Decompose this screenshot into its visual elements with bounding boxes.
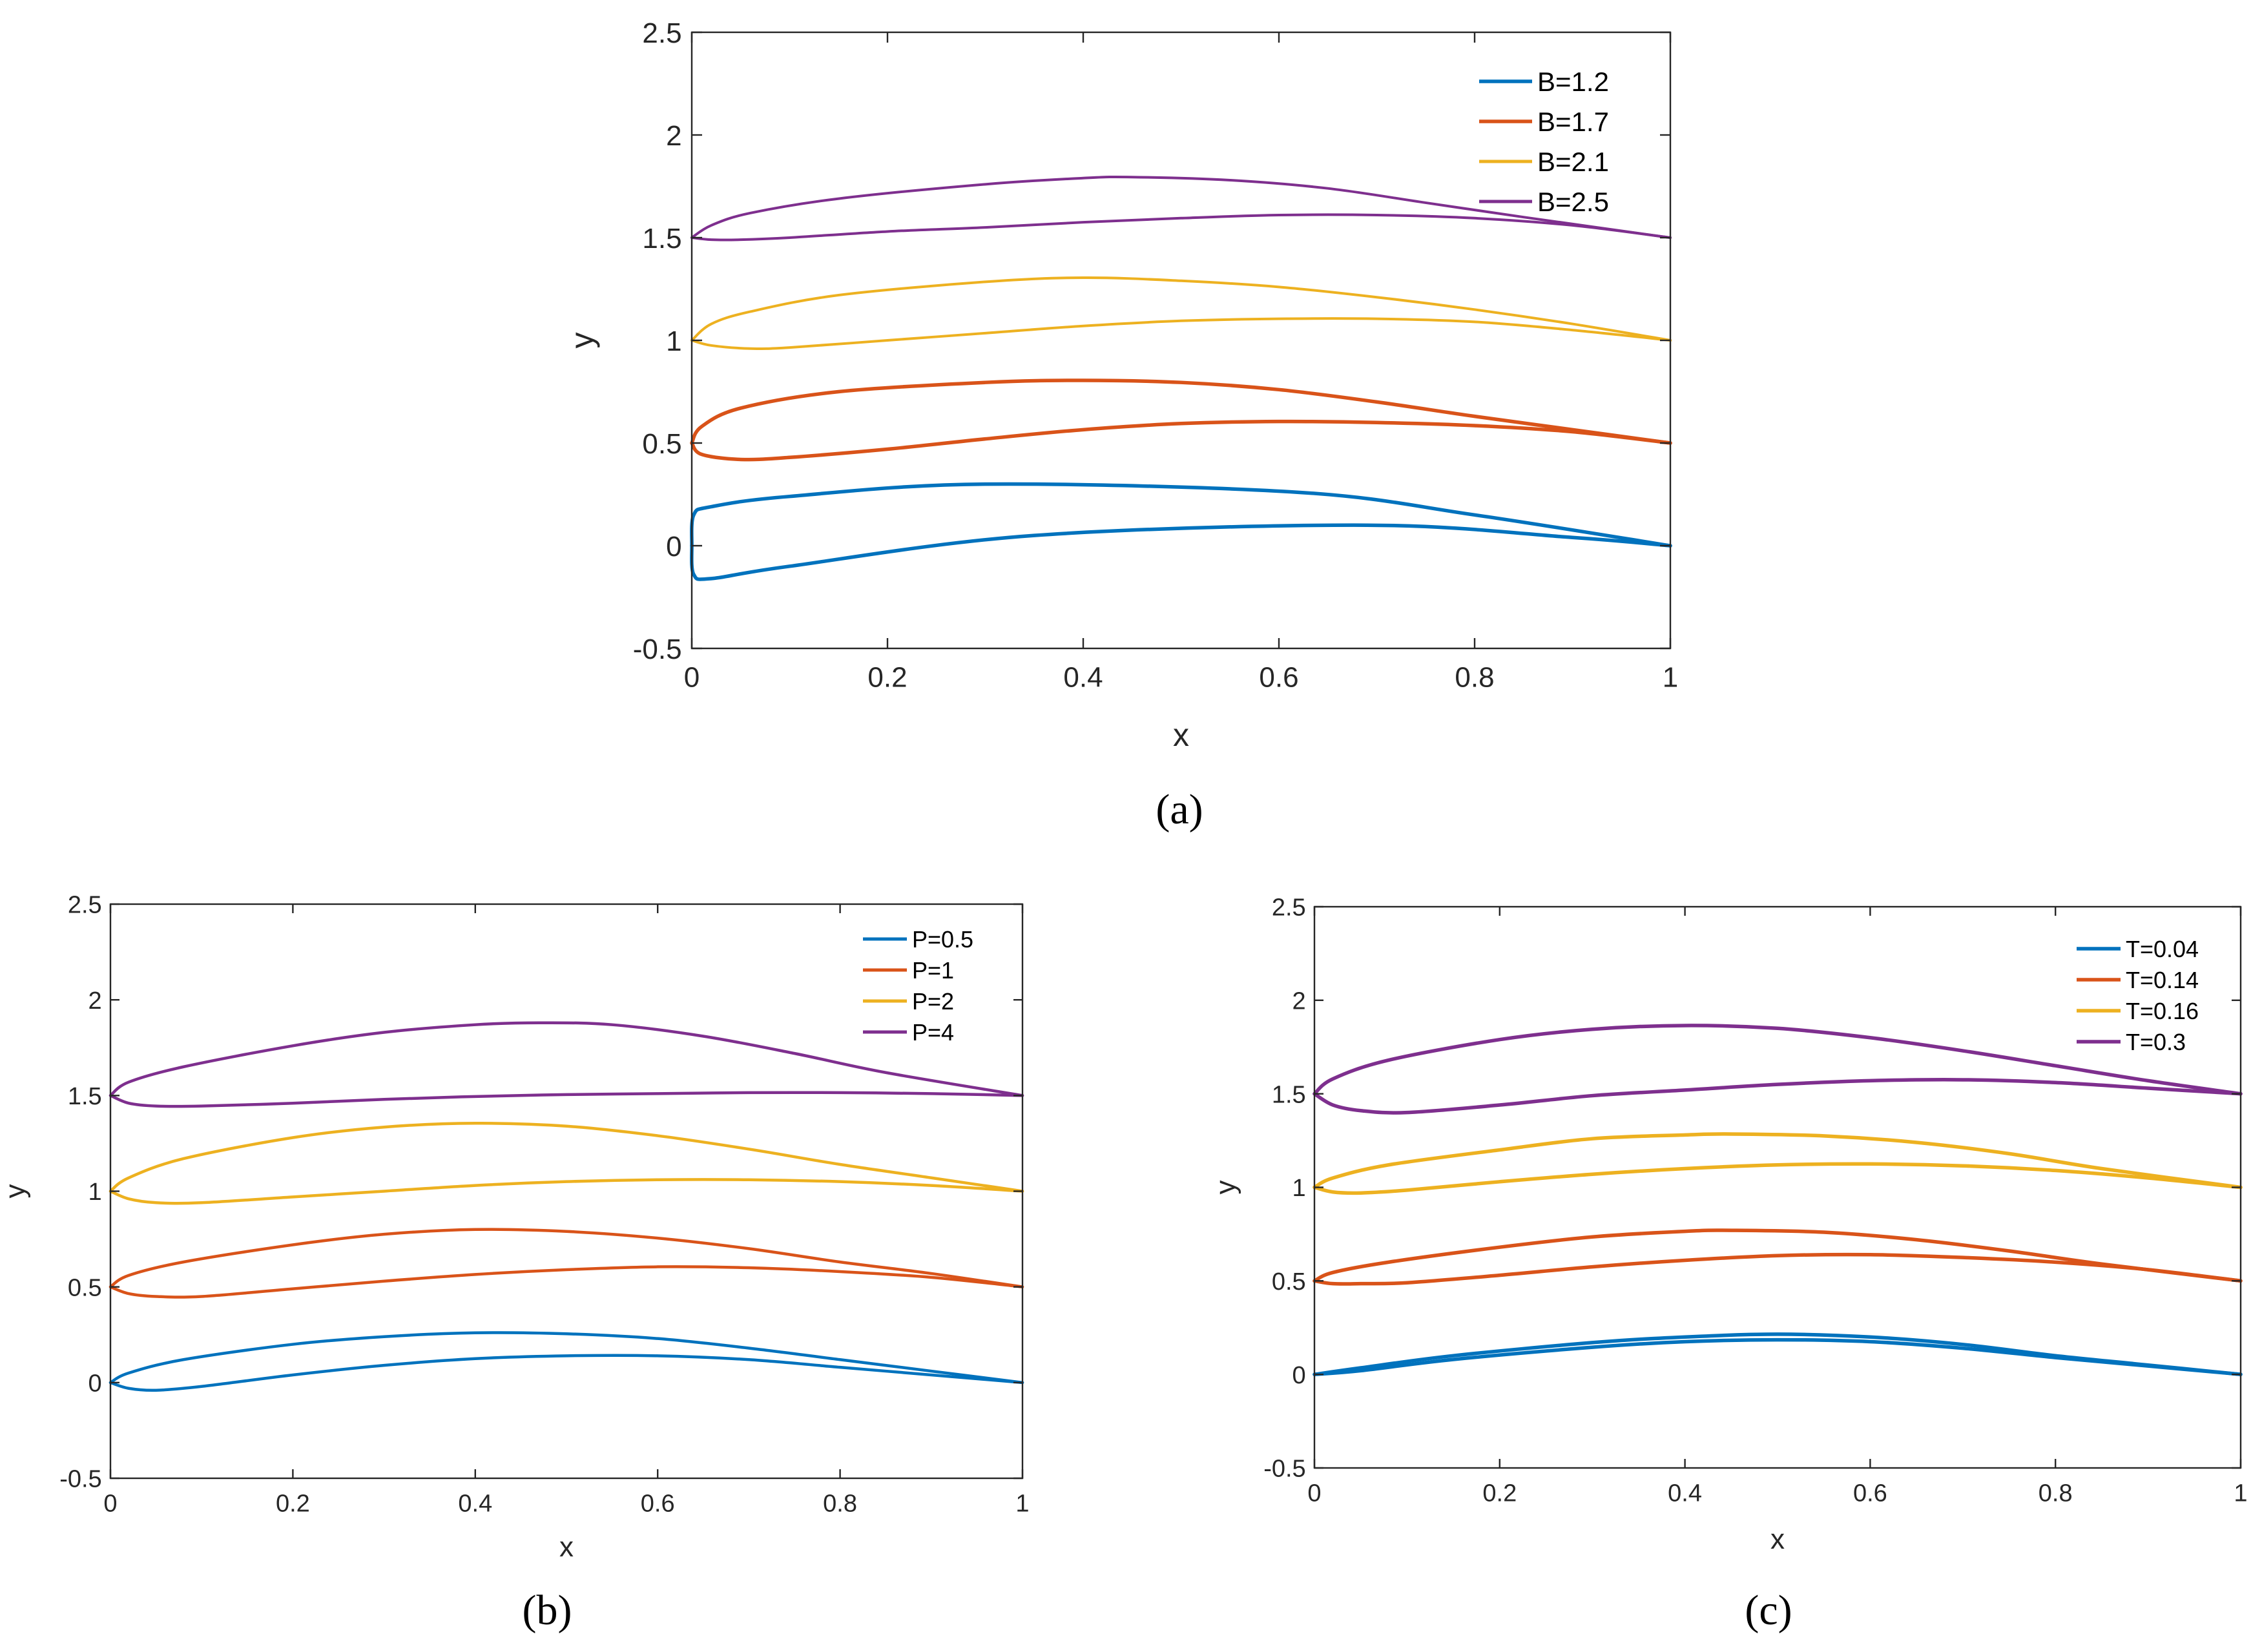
plot-area-a: 0 0.2 0.4 0.6 0.8 1-0.500.511.522.5xyB=1.2B=1… [564, 17, 1678, 753]
y-axis-label-a: y [564, 333, 600, 349]
y-axis-label-c: y [1210, 1181, 1241, 1195]
axes-frame-b [109, 903, 1024, 1480]
legend-c: T=0.04 T=0.14 T=0.16 T=0.3 [2077, 936, 2199, 1055]
x-axis-label-a: x [1173, 717, 1189, 753]
series-a-3-upper-surface [690, 175, 1672, 239]
y-tick-label-c-6: 2.5 [1272, 894, 1306, 922]
panel-c: 0 0.2 0.4 0.6 0.8 1-0.500.511.522.5xyT=0.04T=… [1210, 894, 2248, 1634]
x-tick-label-a-0: 0 [684, 661, 700, 693]
panel-label-a: (a) [1156, 786, 1203, 833]
series-b-1-lower-surface [109, 1265, 1024, 1299]
y-tick-label-b-1: 0 [88, 1370, 102, 1398]
x-tick-label-a-1: 0.2 [867, 661, 907, 693]
y-tick-label-a-6: 2.5 [642, 17, 681, 49]
legend-label-b-0: P=0.5 [912, 926, 973, 953]
series-b-0-lower-surface [109, 1354, 1024, 1392]
legend-label-a-0: B=1.2 [1537, 67, 1609, 97]
y-tick-label-c-5: 2 [1292, 988, 1306, 1015]
x-tick-label-a-5: 1 [1663, 661, 1678, 693]
series-b-2-upper-surface [109, 1122, 1024, 1193]
x-tick-label-a-2: 0.4 [1063, 661, 1103, 693]
legend-label-b-3: P=4 [912, 1019, 954, 1046]
panel-label-c: (c) [1745, 1587, 1792, 1634]
legend-label-c-2: T=0.16 [2126, 998, 2199, 1024]
x-tick-label-a-3: 0.6 [1259, 661, 1298, 693]
series-c-3-lower-surface [1313, 1078, 2243, 1115]
y-tick-label-a-4: 1.5 [642, 223, 681, 254]
series-b-1-upper-surface [109, 1228, 1024, 1288]
legend-label-c-0: T=0.04 [2126, 936, 2199, 962]
x-tick-label-c-1: 0.2 [1482, 1480, 1517, 1507]
x-axis-label-b: x [559, 1531, 574, 1563]
y-axis-label-b: y [0, 1184, 31, 1199]
legend-a: B=1.2 B=1.7 B=2.1 B=2.5 [1479, 67, 1609, 217]
x-tick-label-c-4: 0.8 [2039, 1480, 2073, 1507]
y-tick-label-b-4: 1.5 [68, 1083, 102, 1110]
x-axis-label-c: x [1770, 1523, 1785, 1555]
y-tick-label-a-3: 1 [666, 325, 681, 357]
y-tick-label-b-0: -0.5 [59, 1466, 101, 1493]
series-a-0-upper-surface [690, 482, 1672, 548]
y-tick-label-c-0: -0.5 [1263, 1456, 1305, 1483]
y-tick-label-b-5: 2 [88, 987, 102, 1015]
legend-label-b-2: P=2 [912, 988, 954, 1015]
y-tick-label-c-4: 1.5 [1272, 1081, 1306, 1108]
y-tick-label-a-2: 0.5 [642, 428, 681, 460]
y-tick-label-c-1: 0 [1292, 1362, 1306, 1389]
x-tick-label-b-3: 0.6 [641, 1490, 675, 1517]
legend-label-c-1: T=0.14 [2126, 967, 2199, 993]
series-b-2-lower-surface [109, 1178, 1024, 1205]
y-tick-label-a-1: 0 [666, 531, 681, 563]
legend-label-a-3: B=2.5 [1537, 187, 1609, 217]
legend-label-b-1: P=1 [912, 957, 954, 984]
y-tick-label-a-5: 2 [666, 120, 681, 152]
series-c-3-upper-surface [1313, 1024, 2243, 1096]
x-tick-label-c-3: 0.6 [1853, 1480, 1887, 1507]
series-a-2-lower-surface [690, 317, 1672, 351]
x-tick-label-b-2: 0.4 [458, 1490, 492, 1517]
x-tick-label-b-4: 0.8 [823, 1490, 857, 1517]
axes-frame-a [690, 31, 1672, 650]
y-tick-label-b-6: 2.5 [68, 892, 102, 919]
y-tick-label-a-0: -0.5 [633, 634, 682, 665]
legend-b: P=0.5 P=1 P=2 P=4 [863, 926, 973, 1046]
series-a-2-upper-surface [690, 276, 1672, 342]
panel-label-b: (b) [523, 1587, 572, 1634]
y-tick-label-b-3: 1 [88, 1179, 102, 1206]
panel-a: 0 0.2 0.4 0.6 0.8 1-0.500.511.522.5xyB=1.2B=1… [564, 17, 1678, 833]
plot-area-c: 0 0.2 0.4 0.6 0.8 1-0.500.511.522.5xyT=0.04T=… [1210, 894, 2248, 1555]
x-tick-label-c-2: 0.4 [1668, 1480, 1702, 1507]
series-a-1-lower-surface [690, 419, 1672, 462]
series-a-0-lower-surface [690, 523, 1672, 581]
series-b-3-upper-surface [109, 1021, 1024, 1097]
series-a-1-upper-surface [690, 378, 1672, 445]
series-c-2-upper-surface [1313, 1132, 2243, 1190]
legend-label-c-3: T=0.3 [2126, 1029, 2186, 1055]
x-tick-label-b-0: 0 [103, 1490, 117, 1517]
y-tick-label-c-2: 0.5 [1272, 1268, 1306, 1296]
series-a-3-lower-surface [690, 213, 1672, 242]
series-c-1-lower-surface [1313, 1252, 2243, 1286]
x-tick-label-c-0: 0 [1307, 1480, 1321, 1507]
series-b-0-upper-surface [109, 1331, 1024, 1385]
series-b-3-lower-surface [109, 1091, 1024, 1108]
y-tick-label-b-2: 0.5 [68, 1274, 102, 1301]
x-tick-label-a-4: 0.8 [1455, 661, 1494, 693]
x-tick-label-b-1: 0.2 [276, 1490, 310, 1517]
legend-label-a-1: B=1.7 [1537, 107, 1609, 137]
y-tick-label-c-3: 1 [1292, 1175, 1306, 1202]
plot-area-b: 0 0.2 0.4 0.6 0.8 1-0.500.511.522.5xyP=0.5P=1… [0, 892, 1030, 1563]
legend-label-a-2: B=2.1 [1537, 147, 1609, 177]
x-tick-label-b-5: 1 [1015, 1490, 1029, 1517]
panel-b: 0 0.2 0.4 0.6 0.8 1-0.500.511.522.5xyP=0.5P=1… [0, 892, 1030, 1634]
series-c-1-upper-surface [1313, 1228, 2243, 1283]
x-tick-label-c-5: 1 [2234, 1480, 2247, 1507]
series-c-0-lower-surface [1313, 1337, 2243, 1376]
series-c-2-lower-surface [1313, 1162, 2243, 1195]
